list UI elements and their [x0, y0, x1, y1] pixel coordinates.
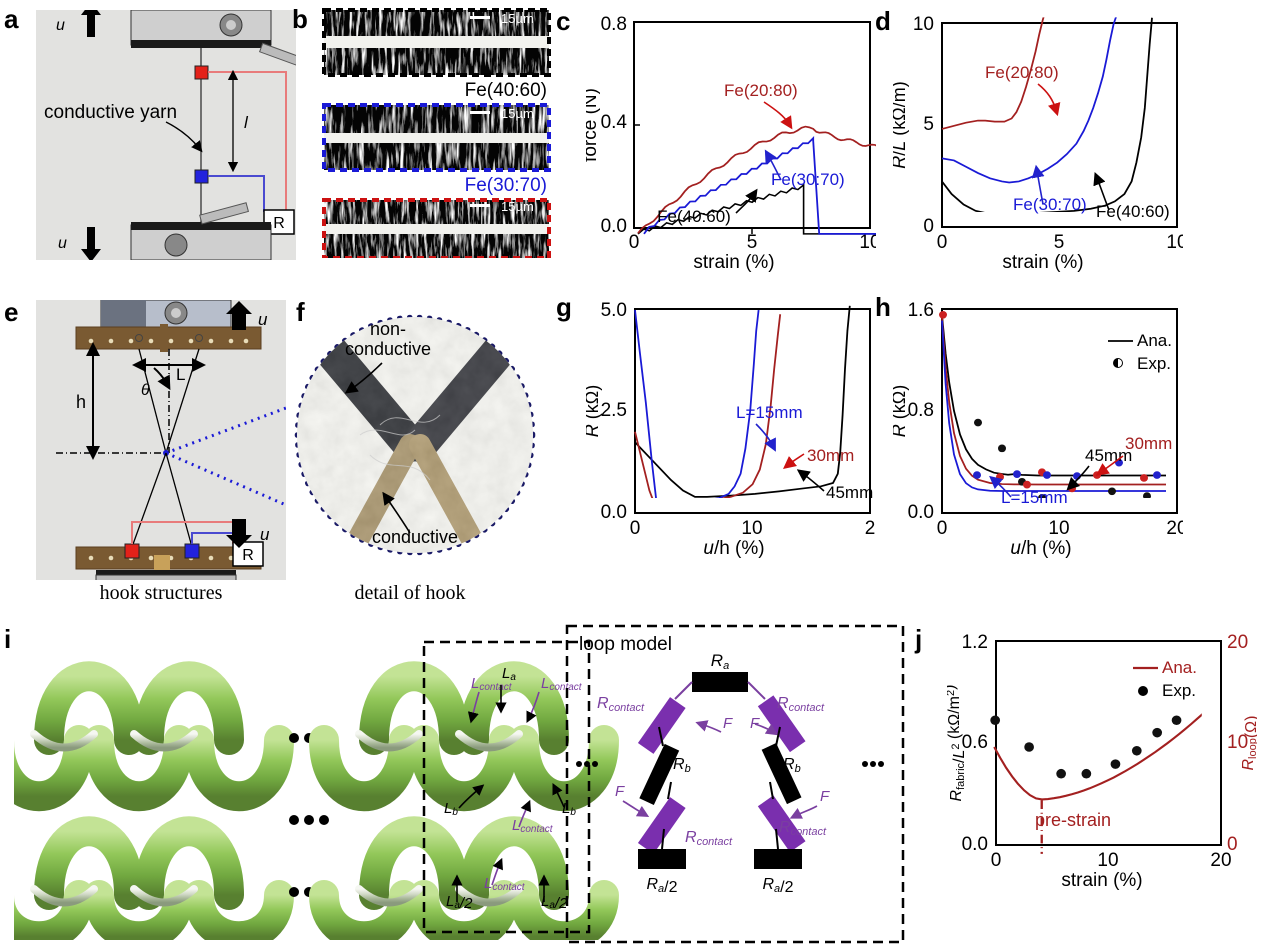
svg-text:l: l: [244, 113, 249, 132]
svg-text:Ana.: Ana.: [1137, 331, 1172, 350]
svg-text:pre-strain: pre-strain: [1035, 810, 1111, 830]
svg-text:Rb: Rb: [673, 756, 691, 775]
svg-text:La/2: La/2: [541, 893, 568, 912]
svg-text:45mm: 45mm: [826, 483, 873, 502]
svg-text:30mm: 30mm: [807, 446, 854, 465]
svg-text:L: L: [176, 365, 185, 384]
svg-text:Ra/2: Ra/2: [762, 876, 793, 896]
svg-text:force (N): force (N): [586, 88, 601, 162]
svg-text:u/h (%): u/h (%): [703, 538, 764, 558]
svg-text:0: 0: [937, 232, 948, 253]
svg-text:u/h (%): u/h (%): [1010, 538, 1071, 558]
svg-text:0: 0: [937, 518, 948, 539]
svg-text:5.0: 5.0: [601, 300, 627, 321]
svg-text:2: 2: [865, 518, 876, 539]
svg-text:conductive yarn: conductive yarn: [44, 102, 177, 123]
svg-text:conductive: conductive: [372, 527, 458, 547]
svg-text:5: 5: [747, 232, 758, 253]
svg-text:30mm: 30mm: [1125, 434, 1172, 453]
svg-text:La/2: La/2: [446, 893, 473, 912]
svg-text:15µm: 15µm: [501, 106, 534, 121]
svg-text:θ: θ: [141, 382, 150, 399]
svg-text:F: F: [750, 715, 760, 732]
svg-text:5: 5: [1054, 232, 1065, 253]
svg-text:0: 0: [630, 518, 641, 539]
svg-text:L=15mm: L=15mm: [1001, 488, 1068, 507]
svg-text:20: 20: [1227, 632, 1248, 653]
svg-text:Rcontact: Rcontact: [597, 695, 645, 714]
svg-text:R: R: [242, 547, 254, 564]
svg-text:20: 20: [1166, 518, 1183, 539]
svg-text:Rcontact: Rcontact: [779, 819, 827, 838]
svg-text:R (kΩ): R (kΩ): [893, 385, 909, 437]
svg-text:Fe(20:80): Fe(20:80): [724, 81, 798, 100]
svg-text:strain (%): strain (%): [1002, 252, 1083, 272]
svg-text:0: 0: [923, 216, 934, 237]
svg-text:R: R: [273, 215, 285, 232]
svg-text:Fe(20:80): Fe(20:80): [985, 63, 1059, 82]
svg-text:strain (%): strain (%): [693, 252, 774, 272]
svg-text:15µm: 15µm: [501, 11, 534, 26]
svg-text:Fe(30:70): Fe(30:70): [465, 175, 547, 196]
svg-text:15µm: 15µm: [501, 199, 534, 214]
svg-text:10: 10: [1166, 232, 1183, 253]
svg-text:Fe(40:60): Fe(40:60): [657, 207, 731, 226]
svg-text:0.0: 0.0: [601, 502, 627, 523]
svg-text:Rcontact: Rcontact: [777, 695, 825, 714]
svg-text:5: 5: [923, 114, 934, 135]
svg-text:F: F: [615, 783, 625, 800]
svg-text:1.6: 1.6: [908, 300, 934, 321]
svg-text:0.8: 0.8: [601, 14, 627, 35]
svg-text:10: 10: [859, 232, 876, 253]
svg-text:Rb: Rb: [783, 756, 801, 775]
svg-text:Ra/2: Ra/2: [646, 876, 677, 896]
svg-text:10: 10: [741, 518, 762, 539]
svg-text:Lcontact: Lcontact: [512, 817, 554, 835]
svg-text:1.2: 1.2: [962, 632, 988, 653]
svg-text:10: 10: [1097, 850, 1118, 871]
svg-text:u: u: [58, 235, 67, 252]
svg-text:0.0: 0.0: [908, 502, 934, 523]
svg-text:0.8: 0.8: [908, 400, 934, 421]
svg-text:Fe(30:70): Fe(30:70): [1013, 195, 1087, 214]
svg-text:L=15mm: L=15mm: [736, 403, 803, 422]
svg-text:conductive: conductive: [345, 339, 431, 359]
svg-text:non-: non-: [370, 319, 406, 339]
svg-text:Rcontact: Rcontact: [685, 829, 733, 848]
svg-text:loop model: loop model: [579, 634, 672, 655]
svg-text:10: 10: [913, 14, 934, 35]
svg-text:20: 20: [1210, 850, 1231, 871]
svg-text:Fe(40:60): Fe(40:60): [465, 80, 547, 101]
svg-text:R/L (kΩ/m): R/L (kΩ/m): [893, 81, 909, 168]
svg-text:Lcontact: Lcontact: [484, 875, 526, 893]
svg-text:Ana.: Ana.: [1162, 658, 1197, 677]
svg-text:0.0: 0.0: [962, 834, 988, 855]
svg-text:Ra: Ra: [711, 651, 729, 672]
svg-text:strain (%): strain (%): [1061, 870, 1142, 890]
svg-text:Fe(30:70): Fe(30:70): [771, 170, 845, 189]
svg-text:2.5: 2.5: [601, 400, 627, 421]
svg-text:10: 10: [1048, 518, 1069, 539]
svg-text:F: F: [723, 715, 733, 732]
svg-text:F: F: [820, 788, 830, 805]
svg-text:0: 0: [629, 232, 640, 253]
svg-text:0.0: 0.0: [601, 216, 627, 237]
svg-text:h: h: [76, 392, 86, 412]
svg-text:R (kΩ): R (kΩ): [586, 385, 602, 437]
svg-text:Exp.: Exp.: [1162, 681, 1196, 700]
svg-text:0.4: 0.4: [601, 112, 628, 133]
svg-text:Exp.: Exp.: [1137, 354, 1171, 373]
svg-text:u: u: [56, 17, 65, 34]
svg-text:0: 0: [991, 850, 1002, 871]
